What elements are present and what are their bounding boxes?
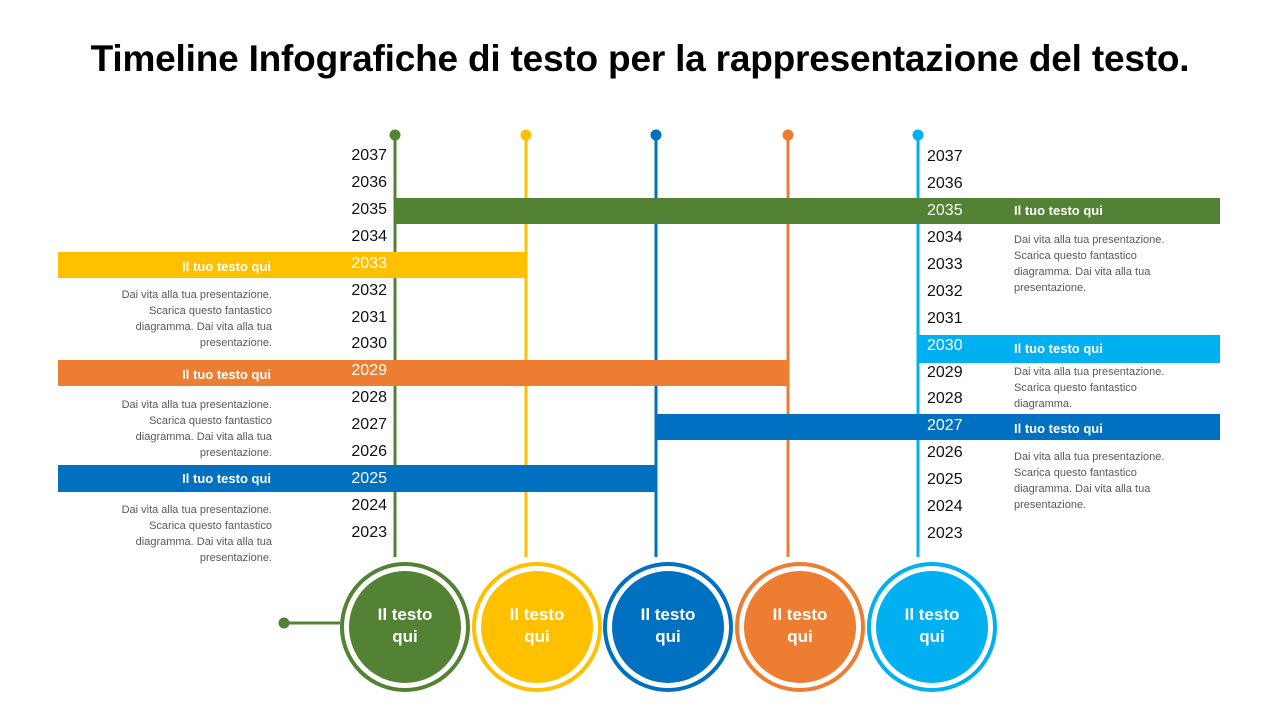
circle-green [349, 571, 461, 683]
description-text: Dai vita alla tua presentazione. Scarica … [121, 504, 272, 564]
year-label-left: 2030 [351, 335, 387, 352]
year-label-right: 2029 [927, 364, 963, 381]
year-label-left: 2028 [351, 389, 387, 406]
bar-blue-right [656, 414, 1220, 440]
connector-dot [278, 617, 290, 629]
ring-green [340, 562, 470, 692]
year-label-right: 2026 [927, 444, 963, 461]
year-label-right: 2025 [927, 471, 963, 488]
year-label-left: 2024 [351, 497, 387, 514]
bar-orange [58, 360, 789, 386]
year-label-right: 2031 [927, 310, 963, 327]
year-label-left: 2035 [351, 201, 387, 218]
blue-dot [650, 129, 662, 141]
description-text: Dai vita alla tua presentazione. Scarica … [1014, 451, 1165, 511]
description-text: Dai vita alla tua presentazione. Scarica … [1014, 366, 1165, 410]
year-label-left: 2033 [351, 255, 387, 272]
year-label-left: 2037 [351, 147, 387, 164]
description-text: Dai vita alla tua presentazione. Scarica … [121, 399, 272, 459]
year-label-right: 2033 [927, 256, 963, 273]
year-label-right: 2027 [927, 417, 963, 434]
year-label-right: 2037 [927, 148, 963, 165]
bar-yellow [58, 252, 527, 278]
year-label-right: 2034 [927, 229, 963, 246]
year-label-left: 2034 [351, 228, 387, 245]
year-label-right: 2023 [927, 525, 963, 542]
ring-lightblue [867, 562, 997, 692]
year-label-right: 2036 [927, 175, 963, 192]
yellow-dot [520, 129, 532, 141]
bar-label: Il tuo testo qui [1014, 203, 1103, 218]
year-label-right: 2030 [927, 337, 963, 354]
year-label-right: 2024 [927, 498, 963, 515]
bar-green [395, 198, 1220, 224]
bar-label: Il tuo testo qui [182, 259, 271, 274]
description-text: Dai vita alla tua presentazione. Scarica … [121, 289, 272, 349]
circle-label: Il testo qui [509, 605, 565, 646]
ring-orange [735, 562, 865, 692]
year-label-left: 2032 [351, 282, 387, 299]
circle-label: Il testo qui [640, 605, 696, 646]
description-text: Dai vita alla tua presentazione. Scarica … [1014, 234, 1165, 294]
year-label-right: 2028 [927, 390, 963, 407]
circle-blue [612, 571, 724, 683]
circle-label: Il testo qui [904, 605, 960, 646]
year-label-right: 2035 [927, 202, 963, 219]
year-label-left: 2036 [351, 174, 387, 191]
orange-dot [782, 129, 794, 141]
bar-label: Il tuo testo qui [1014, 341, 1103, 356]
bar-label: Il tuo testo qui [1014, 421, 1103, 436]
year-label-left: 2029 [351, 362, 387, 379]
year-label-left: 2027 [351, 416, 387, 433]
bar-label: Il tuo testo qui [182, 367, 271, 382]
page-title: Timeline Infografiche di testo per la ra… [90, 38, 1190, 79]
circle-yellow [481, 571, 593, 683]
circle-label: Il testo qui [377, 605, 433, 646]
year-label-left: 2023 [351, 524, 387, 541]
bar-lightblue [918, 335, 1220, 363]
ring-blue [603, 562, 733, 692]
year-label-left: 2025 [351, 470, 387, 487]
circle-orange [744, 571, 856, 683]
ring-yellow [472, 562, 602, 692]
circle-lightblue [876, 571, 988, 683]
year-label-left: 2031 [351, 309, 387, 326]
bar-blue-left [58, 465, 657, 492]
lightblue-dot [912, 129, 924, 141]
green-dot [389, 129, 401, 141]
circle-label: Il testo qui [772, 605, 828, 646]
bar-label: Il tuo testo qui [182, 471, 271, 486]
year-label-left: 2026 [351, 443, 387, 460]
year-label-right: 2032 [927, 283, 963, 300]
